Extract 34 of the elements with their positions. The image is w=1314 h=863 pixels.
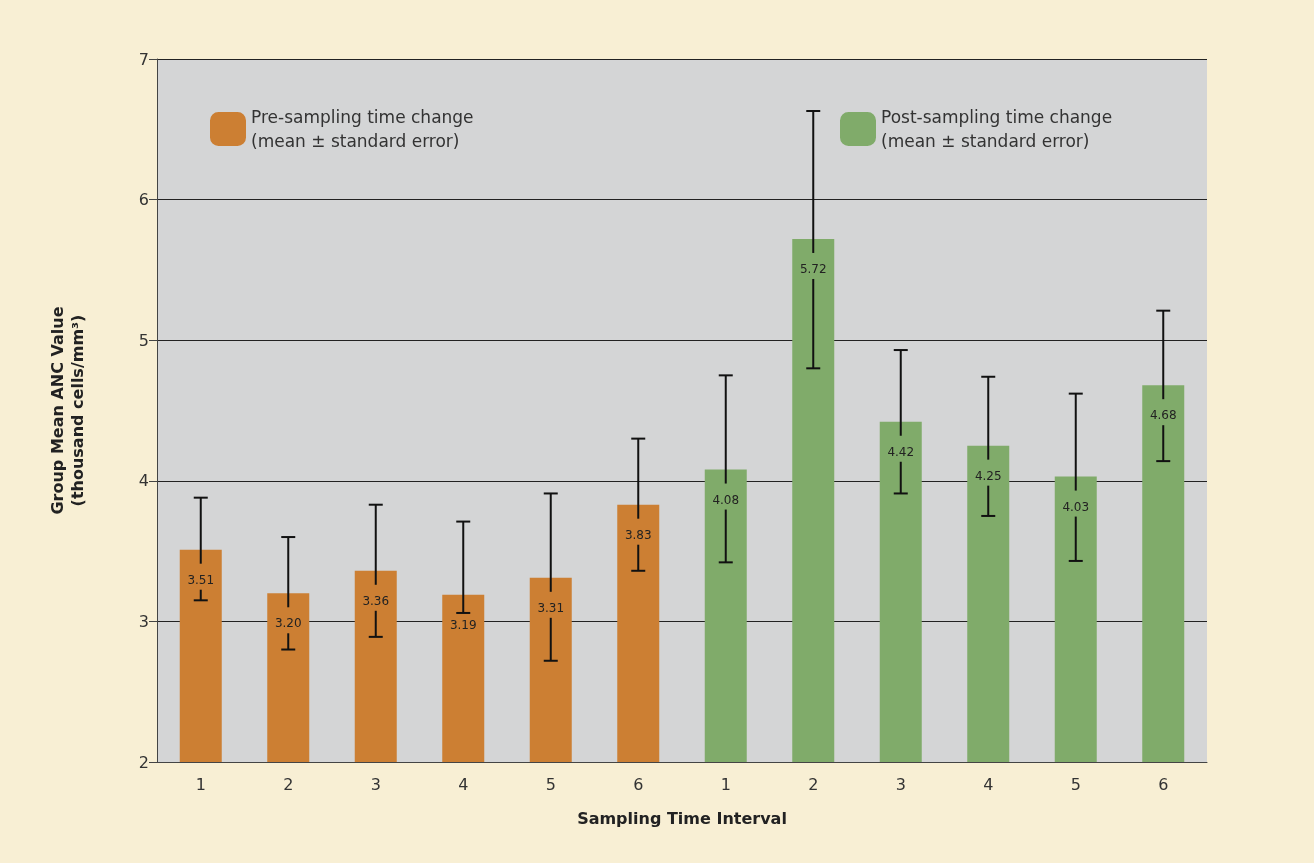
x-tick-label: 4 [458,774,469,794]
x-tick-label: 3 [370,774,381,794]
data-label: 3.36 [362,593,390,608]
legend-label: Post-sampling time change (mean ± standard error) [881,107,1113,151]
data-label: 4.03 [1062,499,1090,514]
x-tick-label: 5 [545,774,556,794]
y-tick-label: 3 [138,611,149,631]
x-tick-label: 2 [283,774,294,794]
data-label: 3.19 [449,617,477,632]
x-tick-label: 6 [1158,774,1169,794]
data-label: 3.20 [274,616,302,631]
x-tick-label: 1 [720,774,731,794]
data-label: 4.25 [974,468,1002,483]
data-label: 4.08 [712,492,740,507]
x-tick-label: 3 [895,774,906,794]
y-tick-label: 4 [138,471,149,491]
data-label: 3.31 [537,600,565,615]
data-label: 4.42 [887,444,915,459]
x-axis-title: Sampling Time Interval [577,808,787,828]
data-label: 4.68 [1149,408,1177,423]
x-tick-label: 4 [983,774,994,794]
legend-label: Pre-sampling time change (mean ± standard error) [251,107,474,151]
y-tick-label: 7 [138,49,149,69]
x-tick-label: 1 [195,774,206,794]
data-label: 3.51 [187,572,215,587]
y-tick-label: 2 [138,752,149,772]
data-label: 3.83 [624,527,652,542]
x-tick-label: 6 [633,774,644,794]
y-tick-label: 5 [138,330,149,350]
data-label: 5.72 [799,261,827,276]
x-tick-label: 2 [808,774,819,794]
x-tick-label: 5 [1070,774,1081,794]
y-axis-title: Group Mean ANC Value (thousand cells/mm³) [47,306,87,515]
y-tick-label: 6 [138,190,149,210]
